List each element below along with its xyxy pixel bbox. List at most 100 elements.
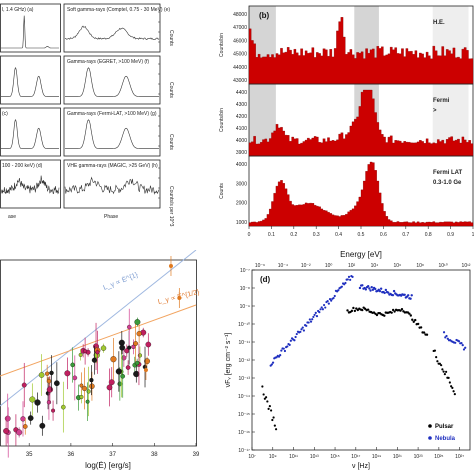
profile-unit-label: Counts xyxy=(168,134,174,150)
nebula-point xyxy=(308,318,311,321)
pulsar-point xyxy=(3,428,10,434)
pulsar-point xyxy=(127,345,132,350)
phaseogram-ytick: 46000 xyxy=(233,38,247,44)
profile-xlabel-left: ase xyxy=(8,214,16,220)
nebula-point xyxy=(327,302,330,305)
profile-curve-right xyxy=(65,119,159,149)
nebula-point xyxy=(374,287,377,291)
phaseogram-ytick: 4000 xyxy=(236,138,247,144)
nebula-point xyxy=(457,340,461,343)
profile-xlabel-right: Phase xyxy=(104,214,118,220)
phase-xtick-label: 0.8 xyxy=(425,232,432,238)
nebula-point xyxy=(340,285,343,288)
sed-top-tick: 10⁻⁶ xyxy=(255,263,265,269)
pulsar-point xyxy=(85,399,90,404)
sed-top-tick: 10¹² xyxy=(462,263,471,269)
pulsar-point xyxy=(29,396,36,403)
phase-xtick-label: 0.9 xyxy=(447,232,454,238)
sed-ytick-label: 10⁻⁸ xyxy=(240,286,250,292)
pulsar-point xyxy=(145,341,152,348)
nebula-point xyxy=(364,288,368,291)
legend-label: Pulsar xyxy=(435,424,454,430)
nebula-point xyxy=(309,320,313,323)
phaseogram-ytick: 4200 xyxy=(236,114,247,120)
nebula-point xyxy=(347,275,351,278)
nebula-point xyxy=(307,321,310,324)
pulsar-point xyxy=(265,396,268,399)
nebula-point xyxy=(366,285,370,288)
pulsar-point xyxy=(399,309,402,312)
sed-top-tick: 10⁰ xyxy=(325,263,333,269)
profile-label-right: VHE gamma-rays (MAGIC, >25 GeV) (h) xyxy=(67,163,158,169)
nebula-point xyxy=(311,318,314,321)
phaseogram-ytick: 3000 xyxy=(236,181,247,187)
nebula-point xyxy=(280,349,283,352)
nebula-point xyxy=(305,324,308,327)
nebula-point xyxy=(321,308,324,311)
pulsar-point xyxy=(118,339,125,346)
pulsar-point xyxy=(391,308,395,312)
nebula-point xyxy=(403,293,406,296)
phaseogram-ytick: 4300 xyxy=(236,102,247,108)
pulsar-point xyxy=(273,424,276,427)
pulsar-point xyxy=(177,296,182,300)
profile-curve-left xyxy=(1,66,59,97)
pulsar-point xyxy=(270,409,273,412)
pulsar-point xyxy=(366,308,370,311)
nebula-point xyxy=(462,348,466,351)
profile-label-left: l, 1.4 GHz) (a) xyxy=(2,7,34,13)
phaseogram-ylabel: Counts xyxy=(219,183,225,199)
nebula-point xyxy=(464,346,467,349)
nebula-point xyxy=(368,287,371,290)
phaseogram-ytick: 4100 xyxy=(236,126,247,132)
pulsar-point xyxy=(21,382,27,388)
phaseogram-ytick: 48000 xyxy=(233,12,247,18)
pulsar-point xyxy=(134,319,141,326)
sed-top-tick: 10⁶ xyxy=(394,263,402,269)
pulsar-point xyxy=(262,393,265,396)
panel-b-label: (b) xyxy=(259,11,270,20)
panel-b-figure: 480004700046000450004400043000Counts/bin… xyxy=(219,5,474,238)
sed-xtick-label: 10⁹ xyxy=(269,454,277,460)
phaseogram-legend: Fermi xyxy=(433,98,450,104)
pulsar-point xyxy=(443,373,446,376)
sed-top-tick: 10⁴ xyxy=(371,263,379,269)
pulsar-point xyxy=(261,385,264,388)
profile-curve-right xyxy=(64,176,160,195)
pulsar-point xyxy=(46,378,52,384)
sed-top-tick: 10¹⁰ xyxy=(438,263,447,269)
panel-c-luminosity-plot: L_γ ∝ Ė^{1} L_γ ∝ Ė^{1/2} 35 36 37 38 39 log(Ė)… xyxy=(0,250,210,474)
profile-label-right: Gamma-rays (EGRET, >100 MeV) (f) xyxy=(67,59,149,65)
pulsar-point xyxy=(393,310,396,313)
pulsar-point xyxy=(419,326,423,329)
nebula-point xyxy=(369,289,372,292)
trend-line-sqrt xyxy=(0,304,197,377)
legend-label: Nebula xyxy=(435,436,456,442)
pulsar-point xyxy=(72,375,78,381)
profile-unit-label: Counts/s per 10^3 xyxy=(168,186,174,227)
pulsar-point xyxy=(64,370,71,377)
panel-c-figure: L_γ ∝ Ė^{1}L_γ ∝ Ė^{1/2}35 36 37 38 39log(Ė)… xyxy=(0,250,201,470)
sed-ytick-label: 10⁻¹⁴ xyxy=(238,394,250,400)
profile-frame-right xyxy=(63,3,161,53)
nebula-point xyxy=(446,337,449,340)
sed-ytick-label: 10⁻¹² xyxy=(238,358,250,364)
scatter-xtick-label: 37 xyxy=(109,452,116,458)
profile-frame-right xyxy=(63,107,161,157)
nebula-point xyxy=(370,285,373,289)
pulsar-point xyxy=(121,355,127,361)
pulsar-point xyxy=(411,318,414,321)
phaseogram-ytick: 47000 xyxy=(233,25,247,31)
profile-frame-right xyxy=(63,55,161,105)
phaseogram-ytick: 45000 xyxy=(233,52,247,58)
nebula-point xyxy=(277,355,281,358)
pulsar-point xyxy=(409,314,413,317)
pulsar-point xyxy=(390,311,393,314)
nebula-point xyxy=(313,313,316,317)
nebula-point xyxy=(328,297,332,301)
nebula-point xyxy=(371,288,375,291)
pulsar-point xyxy=(34,399,41,406)
sed-xtick-label: 10¹¹ xyxy=(289,454,298,460)
pulsar-point xyxy=(46,386,53,393)
nebula-point xyxy=(300,328,303,331)
